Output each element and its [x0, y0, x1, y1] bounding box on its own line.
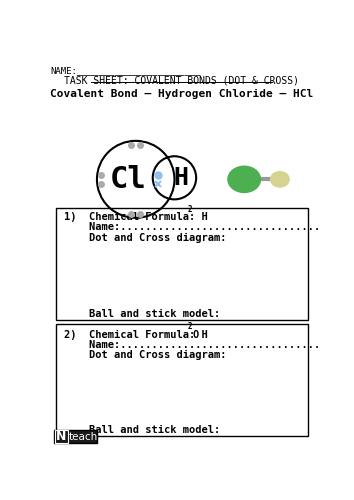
Text: Cl: Cl	[110, 165, 146, 194]
Text: Dot and Cross diagram:: Dot and Cross diagram:	[64, 232, 226, 242]
Text: Name:................................: Name:................................	[64, 222, 320, 232]
Bar	[55, 430, 68, 442]
Text: H: H	[173, 166, 188, 190]
Text: 2)  Chemical Formula: H: 2) Chemical Formula: H	[64, 330, 207, 340]
Text: NAME:_______________________: NAME:_______________________	[51, 66, 201, 75]
Bar	[54, 430, 97, 444]
Text: Ball and stick model:: Ball and stick model:	[64, 425, 220, 435]
Text: O: O	[192, 330, 199, 340]
Text: 2: 2	[188, 205, 192, 214]
Text: Ball and stick model:: Ball and stick model:	[64, 308, 220, 318]
Text: TASK SHEET: COVALENT BONDS (DOT & CROSS): TASK SHEET: COVALENT BONDS (DOT & CROSS)	[64, 76, 299, 86]
Text: teach: teach	[69, 432, 98, 442]
Text: Dot and Cross diagram:: Dot and Cross diagram:	[64, 350, 226, 360]
Ellipse shape	[228, 166, 261, 192]
Bar	[56, 208, 308, 320]
Text: 2: 2	[188, 322, 192, 331]
Text: N: N	[56, 430, 67, 443]
Text: 1)  Chemical Formula: H: 1) Chemical Formula: H	[64, 212, 207, 222]
Ellipse shape	[270, 172, 289, 187]
Bar	[56, 324, 308, 436]
Text: Covalent Bond – Hydrogen Chloride – HCl: Covalent Bond – Hydrogen Chloride – HCl	[50, 90, 313, 100]
Text: Name:................................: Name:................................	[64, 340, 320, 349]
